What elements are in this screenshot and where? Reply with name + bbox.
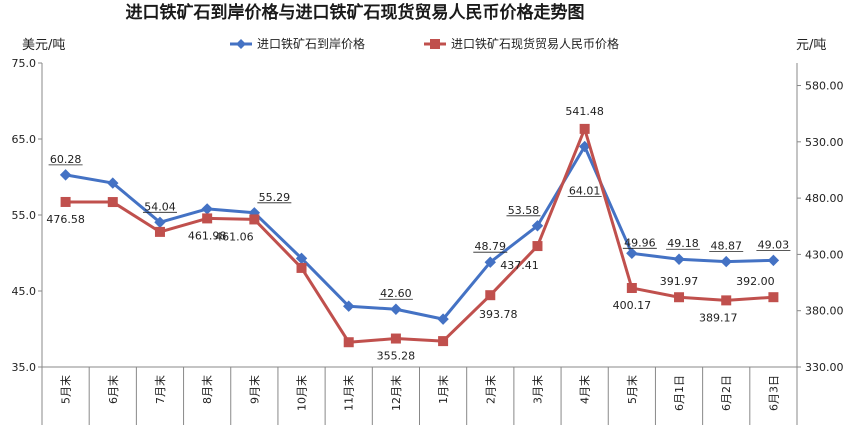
right-tick-label: 380.00 <box>805 305 844 318</box>
data-point <box>296 262 307 273</box>
category-label: 7月末 <box>153 375 167 404</box>
data-label: 49.03 <box>758 238 790 251</box>
data-point <box>438 336 449 347</box>
data-label: 541.48 <box>565 105 604 118</box>
data-point <box>484 256 496 268</box>
data-point <box>626 282 637 293</box>
category-label: 9月末 <box>247 375 261 404</box>
category-label: 8月末 <box>200 375 214 404</box>
category-label: 6月2日 <box>720 375 733 411</box>
right-tick-label: 430.00 <box>805 248 844 261</box>
data-point <box>720 255 732 268</box>
data-point <box>674 292 685 303</box>
category-label: 6月3日 <box>767 375 780 411</box>
category-label: 10月末 <box>295 375 309 411</box>
legend-label: 进口铁矿石到岸价格 <box>257 36 365 51</box>
data-label: 49.96 <box>624 236 656 249</box>
left-tick-label: 45.0 <box>12 285 37 298</box>
data-point <box>767 254 780 267</box>
category-label: 12月末 <box>389 375 403 411</box>
data-point <box>249 214 260 225</box>
data-point <box>343 337 354 348</box>
data-label: 461.98 <box>188 229 227 242</box>
data-point <box>673 253 685 265</box>
data-label: 355.28 <box>377 350 416 363</box>
data-point <box>768 292 779 303</box>
data-label: 42.60 <box>380 287 412 300</box>
legend-marker <box>430 39 440 49</box>
right-tick-label: 480.00 <box>805 192 844 205</box>
chart-title: 进口铁矿石到岸价格与进口铁矿石现货贸易人民币价格走势图 <box>126 2 585 23</box>
category-label: 6月末 <box>106 375 120 404</box>
data-label: 54.04 <box>144 200 176 213</box>
data-point <box>437 313 449 325</box>
legend: 进口铁矿石到岸价格 进口铁矿石现货贸易人民币价格 <box>230 36 619 51</box>
left-tick-label: 55.0 <box>12 209 37 222</box>
right-tick-label: 330.00 <box>805 361 844 374</box>
data-label: 393.78 <box>479 308 518 321</box>
data-point <box>154 226 165 237</box>
category-label: 11月末 <box>342 375 356 411</box>
category-label: 3月末 <box>530 375 544 404</box>
data-label: 400.17 <box>613 299 652 312</box>
data-label: 461.06 <box>215 230 254 243</box>
data-point <box>485 290 496 301</box>
legend-marker <box>236 39 246 49</box>
data-label: 437.41 <box>500 259 539 272</box>
category-label: 5月末 <box>625 375 639 404</box>
data-label: 476.58 <box>46 213 85 226</box>
data-point <box>107 177 119 189</box>
category-label: 5月末 <box>59 375 73 404</box>
data-point <box>201 203 213 215</box>
data-point <box>626 247 638 260</box>
data-label: 55.29 <box>259 191 291 204</box>
data-point <box>390 333 401 344</box>
data-point <box>579 123 590 134</box>
left-axis-unit: 美元/吨 <box>22 38 65 53</box>
data-point <box>59 169 72 181</box>
data-label: 49.18 <box>667 237 699 250</box>
left-tick-label: 35.0 <box>12 361 37 374</box>
data-point <box>721 295 732 306</box>
left-tick-label: 75.0 <box>12 57 37 70</box>
data-point <box>531 220 544 232</box>
data-label: 64.01 <box>569 185 601 198</box>
category-label: 6月1日 <box>673 375 686 411</box>
data-label: 392.00 <box>736 275 775 288</box>
data-label: 391.97 <box>660 275 699 288</box>
legend-label: 进口铁矿石现货贸易人民币价格 <box>451 36 619 51</box>
axes: 35.0 45.0 55.0 65.0 75.0 330.00 380.00 430.00 48… <box>12 57 844 425</box>
data-label: 389.17 <box>699 311 738 324</box>
data-label: 60.28 <box>50 153 82 166</box>
data-label: 53.58 <box>508 204 540 217</box>
right-tick-label: 530.00 <box>805 136 844 149</box>
data-point <box>343 300 355 312</box>
data-label: 48.79 <box>475 240 507 253</box>
category-label: 4月末 <box>578 375 592 404</box>
category-label: 1月末 <box>436 375 450 404</box>
data-point <box>532 241 543 252</box>
right-tick-label: 580.00 <box>805 80 844 93</box>
right-axis-unit: 元/吨 <box>796 38 826 53</box>
data-point <box>107 197 118 208</box>
left-tick-label: 65.0 <box>12 133 37 146</box>
plot-area: 60.28 54.04 55.29 42.60 48.79 53.58 64.01 49.96… <box>46 105 791 363</box>
category-label: 2月末 <box>483 375 497 404</box>
data-point <box>202 213 213 224</box>
data-point <box>60 196 71 207</box>
data-label: 48.87 <box>710 240 742 253</box>
series-line-1 <box>65 145 774 321</box>
data-point <box>390 303 402 315</box>
series-line-2 <box>65 127 774 344</box>
